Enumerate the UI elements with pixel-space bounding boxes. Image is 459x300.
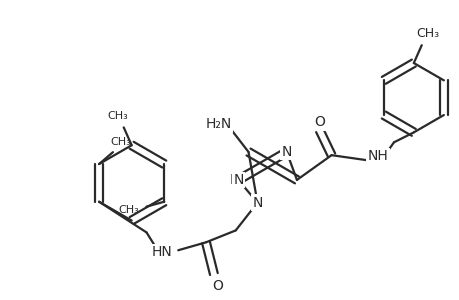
Text: NH: NH xyxy=(367,149,388,163)
Text: N: N xyxy=(252,196,262,210)
Text: N: N xyxy=(254,198,264,212)
Text: CH₃: CH₃ xyxy=(415,27,438,40)
Text: O: O xyxy=(313,116,325,130)
Text: N: N xyxy=(281,145,291,159)
Text: HN: HN xyxy=(151,245,173,259)
Text: CH₃: CH₃ xyxy=(110,137,131,147)
Text: N: N xyxy=(229,173,239,187)
Text: N: N xyxy=(283,147,293,161)
Text: CH₃: CH₃ xyxy=(107,110,128,121)
Text: N: N xyxy=(233,173,243,187)
Text: CH₃: CH₃ xyxy=(118,205,139,214)
Text: O: O xyxy=(212,279,223,293)
Text: H₂N: H₂N xyxy=(205,117,231,131)
